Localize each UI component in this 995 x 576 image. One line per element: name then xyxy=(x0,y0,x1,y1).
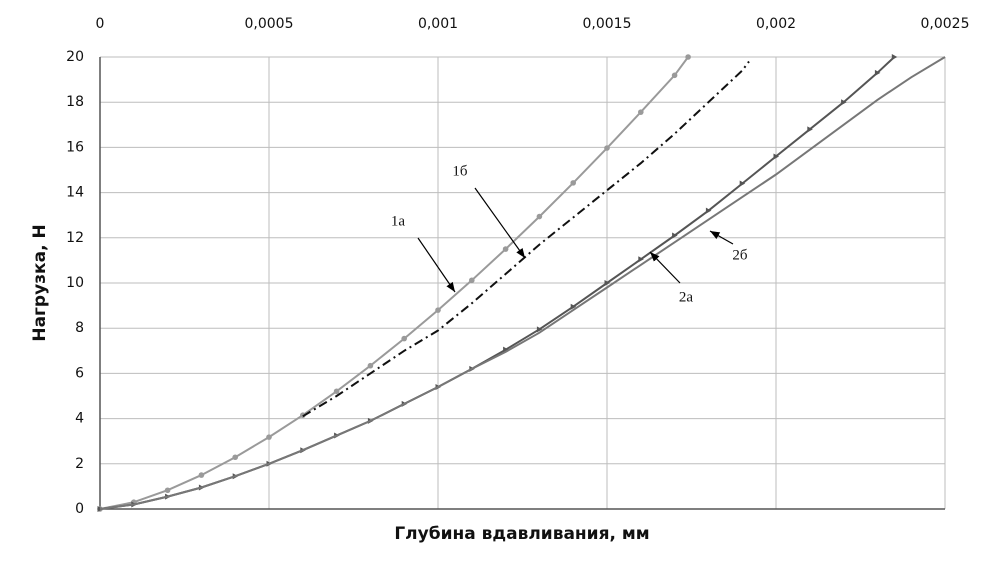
point-marker xyxy=(198,472,205,478)
point-marker xyxy=(502,246,509,252)
point-marker xyxy=(401,335,408,342)
y-tick-label: 8 xyxy=(75,320,84,336)
point-marker xyxy=(841,99,847,106)
annotation-arrow xyxy=(474,187,526,259)
point-marker xyxy=(685,54,691,60)
x-axis-label: Глубина вдавливания, мм xyxy=(394,524,649,544)
y-tick-label: 12 xyxy=(66,230,84,246)
x-tick-label: 0,002 xyxy=(756,16,796,32)
point-marker xyxy=(874,69,881,76)
point-marker xyxy=(891,54,898,60)
annotation-arrow xyxy=(417,237,456,293)
x-tick-label: 0 xyxy=(96,16,105,32)
annotation: 2а xyxy=(679,289,694,305)
y-tick-label: 14 xyxy=(66,185,84,201)
annotation: 1а xyxy=(391,213,406,229)
y-tick-label: 6 xyxy=(75,365,84,381)
point-marker xyxy=(435,307,441,313)
point-marker xyxy=(469,277,475,284)
point-marker xyxy=(367,362,374,369)
point-marker xyxy=(503,346,509,353)
point-marker xyxy=(604,145,610,151)
y-tick-label: 10 xyxy=(66,275,84,291)
x-tick-label: 0,0005 xyxy=(245,16,294,32)
point-marker xyxy=(705,207,712,214)
x-tick-label: 0,0015 xyxy=(583,16,632,32)
y-tick-label: 2 xyxy=(75,456,84,472)
point-marker xyxy=(536,326,543,333)
point-marker xyxy=(671,72,678,79)
annotation-arrow xyxy=(649,251,681,284)
point-marker xyxy=(739,180,746,187)
point-marker xyxy=(638,109,644,115)
y-tick-label: 4 xyxy=(75,411,84,427)
y-tick-label: 16 xyxy=(66,139,84,155)
point-marker xyxy=(807,126,813,133)
series-line xyxy=(99,56,946,510)
point-marker xyxy=(232,454,238,461)
point-marker xyxy=(638,256,644,263)
point-marker xyxy=(773,153,779,160)
x-tick-label: 0,0025 xyxy=(921,16,970,32)
y-tick-label: 20 xyxy=(66,49,84,65)
series-line xyxy=(302,60,750,418)
y-axis-label: Нагрузка, Н xyxy=(30,224,50,341)
point-marker xyxy=(570,180,576,186)
point-marker xyxy=(266,434,272,440)
y-tick-label: 0 xyxy=(75,501,84,517)
annotation: 2б xyxy=(732,247,748,263)
point-marker xyxy=(604,280,610,286)
point-marker xyxy=(672,232,678,239)
point-marker xyxy=(570,303,577,310)
annotation: 1б xyxy=(452,163,468,179)
x-tick-label: 0,001 xyxy=(418,16,458,32)
annotation-arrow xyxy=(709,230,734,245)
point-marker xyxy=(536,213,543,220)
point-marker xyxy=(164,487,171,494)
y-tick-label: 18 xyxy=(66,94,84,110)
point-marker xyxy=(333,388,340,395)
